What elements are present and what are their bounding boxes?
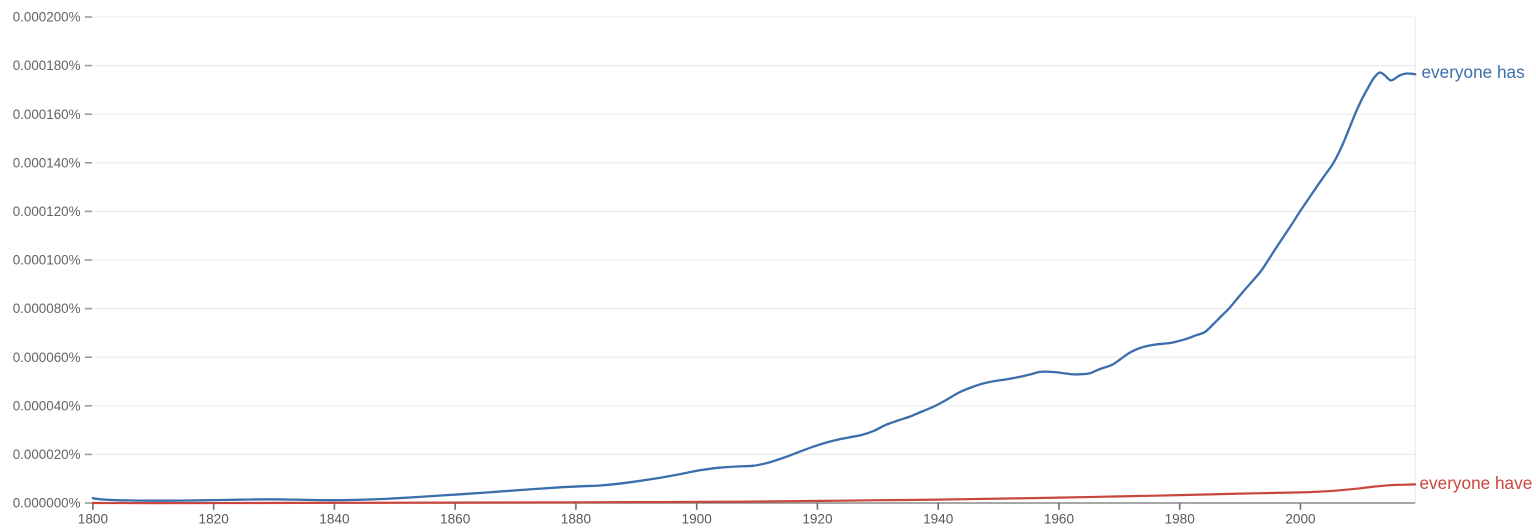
svg-text:1860: 1860 [440,512,471,527]
svg-text:0.000200%: 0.000200% [13,10,81,25]
svg-text:0.000000%: 0.000000% [13,496,81,511]
svg-text:1820: 1820 [199,512,230,527]
svg-text:2000: 2000 [1285,512,1316,527]
svg-text:0.000180%: 0.000180% [13,58,81,73]
svg-text:everyone have: everyone have [1420,473,1533,493]
svg-text:1840: 1840 [319,512,350,527]
svg-text:0.000080%: 0.000080% [13,301,81,316]
svg-text:1880: 1880 [561,512,592,527]
svg-text:1800: 1800 [78,512,109,527]
svg-text:1920: 1920 [802,512,833,527]
svg-text:1940: 1940 [923,512,954,527]
svg-text:0.000060%: 0.000060% [13,350,81,365]
svg-text:0.000160%: 0.000160% [13,107,81,122]
svg-text:0.000100%: 0.000100% [13,253,81,268]
svg-text:1960: 1960 [1044,512,1075,527]
svg-text:everyone has: everyone has [1422,62,1525,82]
svg-text:0.000120%: 0.000120% [13,204,81,219]
svg-text:1900: 1900 [682,512,713,527]
svg-text:0.000140%: 0.000140% [13,155,81,170]
svg-text:0.000040%: 0.000040% [13,398,81,413]
svg-text:1980: 1980 [1165,512,1196,527]
svg-text:0.000020%: 0.000020% [13,447,81,462]
